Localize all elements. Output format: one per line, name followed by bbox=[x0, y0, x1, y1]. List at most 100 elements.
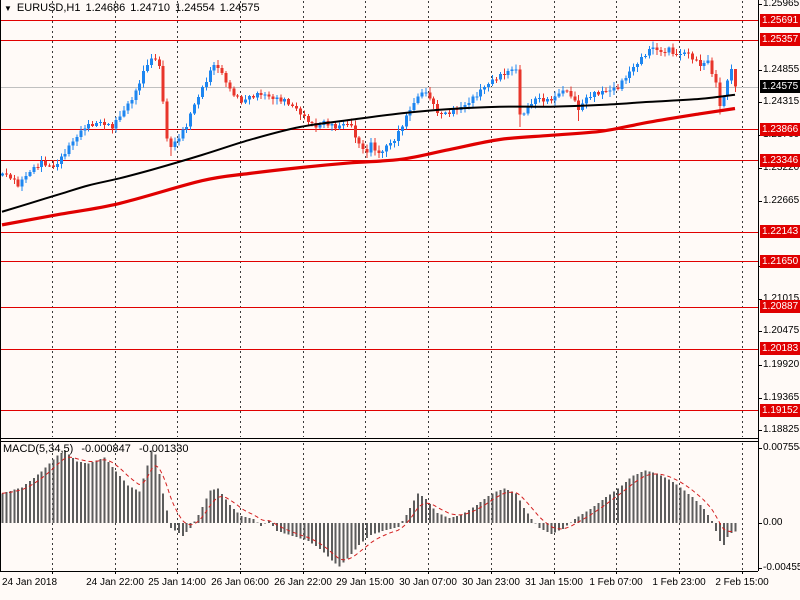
candle-body bbox=[412, 103, 416, 110]
macd-histogram-bar bbox=[663, 477, 666, 523]
macd-histogram-bar bbox=[660, 475, 663, 523]
macd-histogram-bar bbox=[91, 462, 94, 523]
macd-histogram-bar bbox=[499, 490, 502, 524]
price-tick-label: 1.19365 bbox=[763, 392, 800, 403]
candle-body bbox=[698, 59, 702, 66]
candle-body bbox=[338, 125, 342, 129]
candle-body bbox=[224, 72, 228, 83]
symbol-dropdown-icon[interactable]: ▼ bbox=[4, 4, 12, 13]
macd-histogram-bar bbox=[385, 523, 388, 530]
macd-histogram-bar bbox=[562, 523, 565, 529]
price-tick-label: 1.21015 bbox=[763, 293, 800, 304]
candle-body bbox=[726, 80, 730, 97]
macd-histogram-bar bbox=[707, 515, 710, 523]
macd-histogram-bar bbox=[142, 478, 145, 523]
macd-histogram-bar bbox=[675, 484, 678, 523]
macd-histogram-bar bbox=[224, 499, 227, 523]
candle-body bbox=[71, 141, 75, 146]
candle-body bbox=[204, 82, 208, 88]
time-label: 25 Jan 14:00 bbox=[148, 577, 206, 588]
time-label: 1 Feb 07:00 bbox=[589, 577, 643, 588]
macd-histogram-bar bbox=[217, 488, 220, 523]
candle-body bbox=[240, 96, 244, 103]
candle-body bbox=[487, 83, 491, 87]
macd-histogram-bar bbox=[424, 499, 427, 523]
macd-histogram-bar bbox=[68, 454, 71, 523]
candle-body bbox=[400, 126, 404, 131]
candle-body bbox=[259, 93, 263, 95]
macd-histogram-bar bbox=[60, 453, 63, 523]
macd-histogram-bar bbox=[369, 523, 372, 535]
candle-body bbox=[447, 112, 451, 114]
candle-body bbox=[20, 179, 24, 187]
macd-histogram-bar bbox=[628, 478, 631, 523]
candle-body bbox=[75, 136, 79, 142]
candle-body bbox=[32, 167, 36, 172]
candle-body bbox=[679, 53, 683, 56]
macd-histogram-bar bbox=[279, 523, 282, 533]
candle-body bbox=[95, 122, 99, 126]
macd-histogram-bar bbox=[703, 509, 706, 523]
quote-high: 1.24710 bbox=[130, 2, 171, 14]
candle-body bbox=[165, 101, 169, 139]
quote-close: 1.24575 bbox=[219, 2, 260, 14]
macd-histogram-bar bbox=[420, 496, 423, 523]
macd-histogram-bar bbox=[616, 488, 619, 523]
candle-body bbox=[416, 96, 420, 104]
candle-body bbox=[639, 57, 643, 64]
macd-histogram-bar bbox=[483, 499, 486, 523]
candle-body bbox=[232, 88, 236, 96]
macd-histogram-bar bbox=[252, 519, 255, 523]
macd-histogram-bar bbox=[491, 493, 494, 523]
macd-histogram-bar bbox=[221, 493, 224, 523]
macd-histogram-bar bbox=[601, 500, 604, 523]
macd-histogram-bar bbox=[613, 491, 616, 523]
candle-body bbox=[479, 89, 483, 97]
candle-body bbox=[651, 47, 655, 50]
macd-histogram-bar bbox=[40, 471, 43, 523]
candle-body bbox=[287, 99, 291, 105]
macd-histogram-bar bbox=[236, 512, 239, 523]
candle-body bbox=[169, 138, 173, 148]
candle-body bbox=[569, 91, 573, 97]
macd-histogram-bar bbox=[366, 523, 369, 539]
candle-body bbox=[494, 79, 498, 81]
macd-histogram-bar bbox=[154, 454, 157, 523]
candle-body bbox=[130, 99, 134, 104]
macd-histogram-bar bbox=[695, 501, 698, 523]
candle-body bbox=[24, 175, 28, 180]
candle-body bbox=[295, 106, 298, 109]
candle-body bbox=[561, 90, 565, 94]
candle-body bbox=[134, 90, 138, 100]
time-label: 29 Jan 15:00 bbox=[336, 577, 394, 588]
candle-body bbox=[541, 98, 545, 102]
macd-histogram-bar bbox=[115, 471, 118, 523]
candle-body bbox=[44, 161, 48, 166]
macd-histogram-bar bbox=[240, 516, 243, 523]
time-label: 30 Jan 07:00 bbox=[399, 577, 457, 588]
macd-histogram-bar bbox=[452, 517, 455, 523]
macd-histogram-bar bbox=[464, 512, 467, 523]
candle-body bbox=[393, 141, 396, 143]
slow-ma-line bbox=[1, 106, 736, 227]
price-tick-label: 1.24315 bbox=[763, 96, 800, 107]
macd-histogram-bar bbox=[350, 523, 353, 555]
time-label: 26 Jan 22:00 bbox=[274, 577, 332, 588]
candle-body bbox=[126, 103, 130, 111]
macd-histogram-bar bbox=[209, 490, 212, 523]
candle-body bbox=[91, 124, 95, 126]
macd-histogram-bar bbox=[291, 523, 294, 536]
macd-histogram-bar bbox=[264, 523, 267, 524]
candle-body bbox=[298, 108, 302, 115]
price-tick-label: 1.25965 bbox=[763, 0, 800, 9]
macd-histogram-bar bbox=[315, 523, 318, 547]
macd-histogram-bar bbox=[589, 509, 592, 523]
candle-body bbox=[373, 142, 377, 151]
candle-body bbox=[200, 87, 204, 97]
macd-histogram-bar bbox=[201, 506, 204, 523]
macd-histogram-bar bbox=[99, 459, 102, 524]
candle-body bbox=[208, 70, 212, 82]
candle-body bbox=[624, 78, 628, 81]
price-tick-label: 1.18825 bbox=[763, 424, 800, 435]
